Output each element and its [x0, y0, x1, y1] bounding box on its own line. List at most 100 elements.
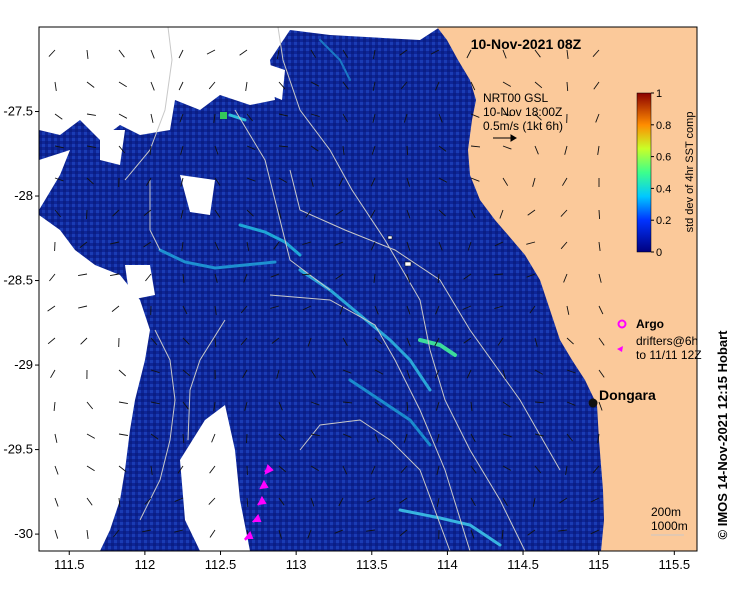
current-arrow: [470, 177, 480, 182]
current-arrow: [208, 81, 216, 90]
current-arrow: [305, 209, 312, 218]
current-arrow: [86, 497, 93, 506]
current-arrow: [54, 497, 59, 507]
current-arrow: [342, 465, 348, 475]
current-arrow: [273, 241, 280, 250]
current-arrow: [338, 497, 344, 507]
current-arrow: [463, 273, 472, 280]
coast-markers: [387, 235, 412, 267]
current-arrow: [180, 145, 184, 155]
colorbar-label: std dev of 4hr SST comp: [684, 112, 696, 233]
colorbar-tick-label: 0.4: [656, 183, 671, 195]
current-arrow: [180, 177, 184, 187]
current-arrow: [438, 113, 443, 123]
model-label-line2: 10-Nov 18:00Z: [483, 105, 562, 119]
current-arrow: [278, 433, 286, 441]
current-arrow: [150, 49, 155, 59]
drifters-label-line2: to 11/11 12Z: [636, 348, 702, 362]
current-arrow: [80, 337, 88, 345]
current-vectors: [47, 49, 605, 540]
current-arrow: [86, 49, 89, 59]
plot-frame: [38, 26, 698, 552]
current-arrow: [145, 273, 152, 282]
current-arrow: [342, 337, 348, 347]
current-arrow: [209, 465, 216, 474]
current-arrow: [271, 337, 280, 344]
current-arrow: [335, 209, 344, 216]
current-arrow: [47, 337, 56, 345]
colorbar-tick-label: 1: [656, 88, 662, 100]
current-arrow: [150, 113, 154, 123]
current-arrow: [370, 465, 376, 475]
current-arrow: [342, 433, 352, 438]
current-arrow: [406, 337, 411, 347]
current-arrow: [399, 497, 408, 504]
current-arrow: [110, 273, 120, 277]
argo-legend: Argo: [617, 317, 664, 331]
lat-tick-label: -27.5: [3, 104, 33, 119]
current-arrow: [598, 241, 601, 251]
current-arrow: [532, 177, 536, 187]
current-arrow: [54, 177, 64, 182]
current-arrow: [339, 305, 344, 315]
current-arrow: [214, 145, 219, 155]
longitude-axis: 111.5 112 112.5 113 113.5 114 114.5 115 115.5: [54, 551, 690, 572]
current-arrow: [310, 145, 319, 152]
current-arrow: [142, 529, 152, 533]
current-arrow: [177, 465, 184, 474]
current-arrow: [534, 401, 545, 404]
current-arrow: [182, 337, 190, 345]
current-arrow: [86, 113, 96, 116]
current-arrow: [435, 81, 440, 91]
current-arrow: [560, 241, 568, 250]
current-arrow: [49, 273, 56, 282]
current-arrow: [598, 401, 603, 411]
depth-label-1000m: 1000m: [651, 519, 688, 533]
current-arrow: [406, 209, 411, 219]
scale-arrow-icon: [493, 134, 517, 142]
current-arrow: [438, 209, 446, 217]
current-arrow: [178, 81, 184, 91]
no-data-areas: [39, 27, 440, 551]
current-arrow: [245, 81, 248, 91]
current-arrow: [558, 529, 568, 532]
current-arrow: [246, 241, 250, 251]
current-arrow: [338, 177, 344, 187]
current-arrow: [278, 465, 287, 473]
argo-icon: [617, 319, 627, 329]
current-arrow: [86, 209, 88, 220]
current-arrow: [310, 81, 320, 87]
current-arrow: [436, 497, 440, 507]
current-arrow: [278, 401, 283, 411]
current-arrow: [502, 401, 511, 408]
current-arrow: [436, 465, 440, 475]
current-arrow: [598, 369, 605, 378]
current-arrow: [566, 433, 573, 442]
current-arrow: [403, 113, 408, 123]
lon-tick-label: 114.5: [507, 557, 539, 572]
current-arrow: [342, 81, 349, 90]
model-label-line1: NRT00 GSL: [483, 91, 548, 105]
current-arrow: [406, 145, 409, 156]
current-arrow: [302, 241, 312, 245]
current-arrow: [79, 241, 88, 248]
dongara-label: Dongara: [599, 387, 656, 403]
current-arrow: [111, 305, 120, 312]
current-arrow: [598, 273, 602, 283]
current-arrow: [598, 305, 604, 315]
current-arrow: [86, 529, 89, 539]
current-arrow: [526, 273, 536, 278]
current-arrow: [174, 529, 184, 533]
current-arrow: [566, 337, 574, 345]
current-arrow: [182, 401, 189, 410]
current-arrow: [118, 433, 128, 436]
lat-tick-label: -29.5: [3, 442, 33, 457]
current-arrow: [400, 81, 408, 90]
current-arrow: [310, 369, 317, 378]
current-arrow: [146, 177, 152, 186]
current-arrow: [118, 145, 126, 154]
current-arrow: [374, 337, 383, 345]
current-arrow: [494, 241, 504, 247]
current-arrow: [214, 241, 220, 251]
